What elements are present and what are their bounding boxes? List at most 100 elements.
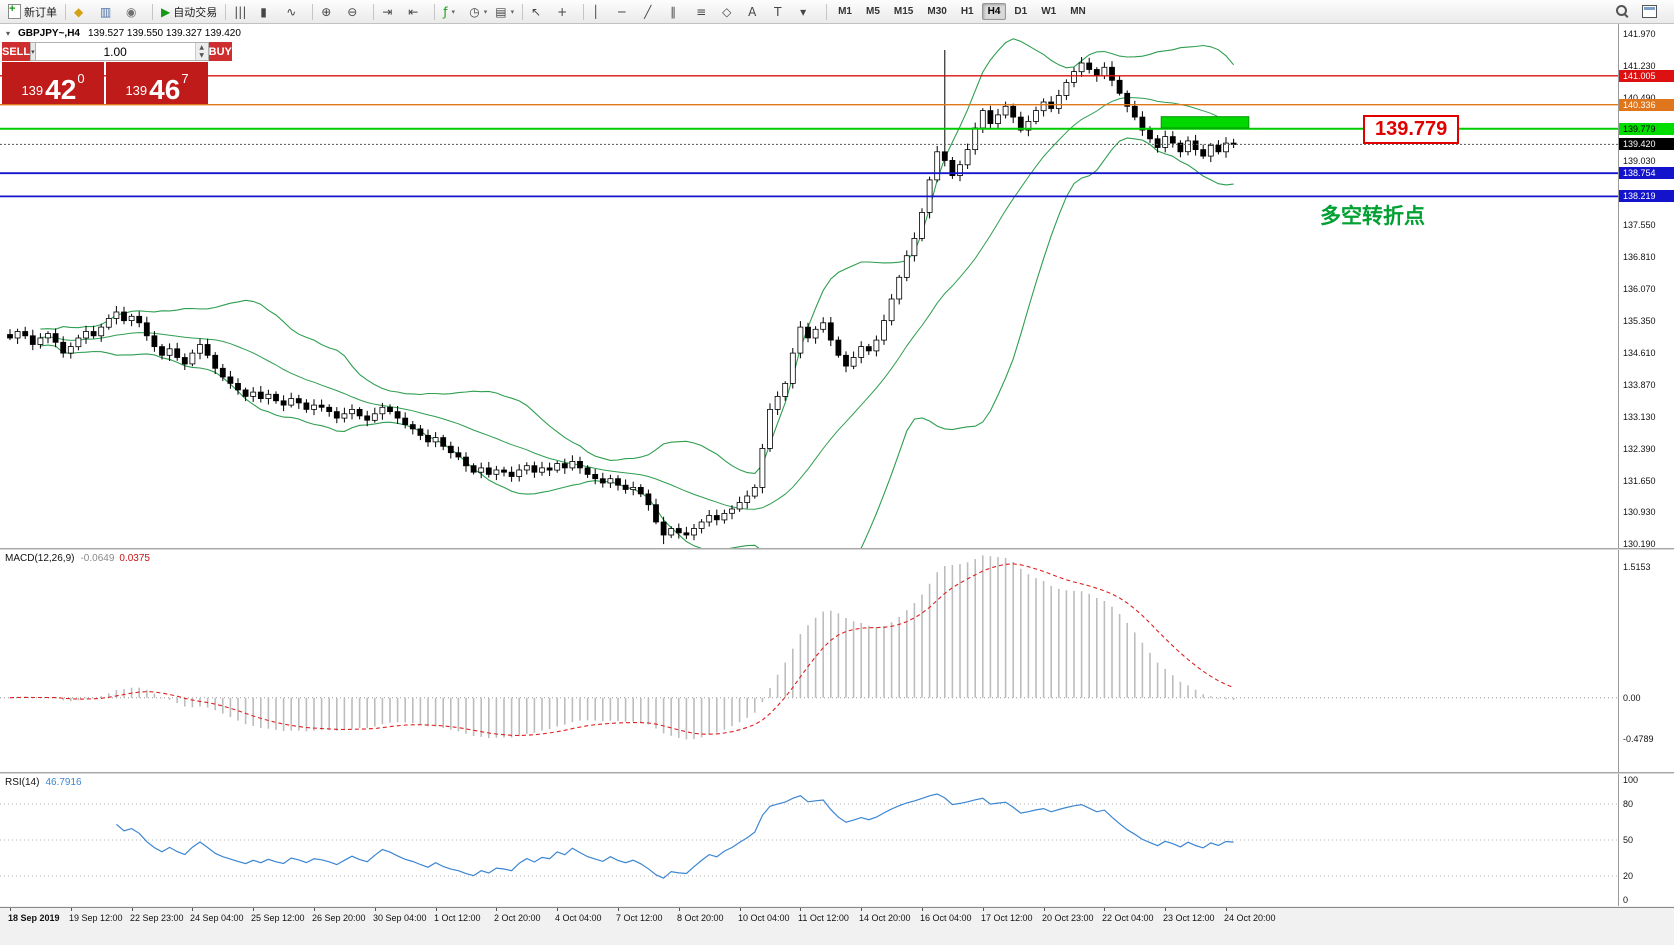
timeframe-m5[interactable]: M5 [866, 6, 880, 17]
zoom-in-icon[interactable]: ⊕ [317, 1, 343, 23]
timeframe-d1[interactable]: D1 [1014, 6, 1028, 17]
toolbar-separator [522, 3, 524, 20]
timeframe-m30[interactable]: M30 [927, 6, 947, 17]
sell-price-sup: 0 [77, 71, 85, 86]
macd-axis[interactable]: 1.5153 0.00 -0.4789 [1618, 550, 1674, 772]
toolbar-separator [826, 3, 828, 20]
zoom-out-icon[interactable]: ⊖ [343, 1, 369, 23]
candlestick-chart-icon[interactable]: ▮ [256, 1, 282, 23]
volume-field: ▲ ▼ [35, 42, 209, 61]
time-tick [192, 908, 193, 911]
zoom-out-icon: ⊖ [347, 4, 358, 19]
market-watch-icon[interactable]: ◆ [70, 1, 96, 23]
sell-price-prefix: 139 [21, 83, 44, 98]
main-chart-canvas[interactable] [0, 24, 1618, 548]
time-label: 25 Sep 12:00 [251, 913, 305, 923]
macd-canvas[interactable] [0, 550, 1618, 772]
volume-input[interactable] [35, 43, 195, 60]
periods-icon[interactable]: ◷ ▾ [465, 1, 491, 23]
timeframe-m1[interactable]: M1 [838, 6, 852, 17]
timeframe-m15[interactable]: M15 [893, 6, 914, 17]
sell-price-button[interactable]: 139 42 0 [2, 62, 104, 104]
volume-increase-icon[interactable]: ▲ [195, 43, 208, 52]
macd-axis-label: -0.4789 [1623, 734, 1654, 744]
shapes-icon[interactable]: ◇ [718, 1, 744, 23]
buy-price-button[interactable]: 139 46 7 [106, 62, 208, 104]
time-tick [253, 908, 254, 911]
indicators-icon[interactable]: ƒ ▾ [439, 1, 465, 23]
price-tick-label: 136.810 [1623, 252, 1656, 262]
label-icon[interactable]: T [770, 1, 796, 23]
time-label: 1 Oct 12:00 [434, 913, 481, 923]
price-tick-label: 136.070 [1623, 284, 1656, 294]
panel-splitter[interactable] [0, 772, 1674, 774]
rsi-line [116, 793, 1234, 879]
new-window-icon[interactable] [1638, 1, 1664, 23]
price-tick-label: 140.490 [1623, 93, 1656, 103]
new-window-icon [1642, 5, 1657, 18]
autotrading-button[interactable]: ▶ 自动交易 [157, 1, 221, 23]
autoscroll-icon: ⇥ [382, 4, 393, 19]
data-window-icon[interactable]: ▥ [96, 1, 122, 23]
price-tick-label: 141.970 [1623, 29, 1656, 39]
price-alert-label[interactable]: 139.779 [1363, 115, 1460, 144]
crosshair-icon[interactable]: + [553, 1, 579, 23]
time-label: 30 Sep 04:00 [373, 913, 427, 923]
price-axis[interactable]: 141.970 141.230 140.490 139.030 137.550 136.8… [1618, 24, 1674, 549]
templates-icon[interactable]: ▤ ▾ [491, 1, 518, 23]
rsi-label: RSI(14) 46.7916 [5, 777, 82, 788]
time-label: 24 Oct 20:00 [1224, 913, 1276, 923]
arrows-icon[interactable]: ▾ [796, 1, 822, 23]
bar-chart-icon[interactable]: ||| [230, 1, 256, 23]
volume-decrease-icon[interactable]: ▼ [195, 51, 208, 60]
highlight-box[interactable] [1160, 116, 1250, 129]
one-click-trade-panel: SELL ▾ ▲ ▼ BUY 139 42 0 139 46 7 [2, 42, 232, 104]
navigator-icon[interactable]: ◉ [122, 1, 148, 23]
chart-shift-icon[interactable]: ⇤ [404, 1, 430, 23]
new-order-button[interactable]: 新订单 [4, 1, 61, 23]
volume-dropdown-caret[interactable]: ▾ [30, 42, 36, 61]
time-axis[interactable]: 18 Sep 2019 19 Sep 12:00 22 Sep 23:00 24 Se… [0, 907, 1674, 945]
timeframe-h4[interactable]: H4 [981, 3, 1007, 20]
vertical-line-icon[interactable]: │ [588, 1, 614, 23]
rsi-panel: RSI(14) 46.7916 100 80 50 20 0 [0, 774, 1674, 906]
channel-icon[interactable]: ∥ [666, 1, 692, 23]
trendline-icon[interactable]: ╱ [640, 1, 666, 23]
toolbar-separator [225, 3, 227, 20]
search-icon[interactable] [1612, 1, 1638, 23]
time-tick [740, 908, 741, 911]
macd-signal-line [9, 563, 1234, 737]
text-icon[interactable]: A [744, 1, 770, 23]
time-label: 10 Oct 04:00 [738, 913, 790, 923]
buy-button[interactable]: BUY [208, 42, 232, 61]
timeframe-h1[interactable]: H1 [960, 6, 974, 17]
time-tick [679, 908, 680, 911]
rsi-axis[interactable]: 100 80 50 20 0 [1618, 774, 1674, 906]
panel-splitter[interactable] [0, 548, 1674, 550]
timeframe-mn[interactable]: MN [1070, 6, 1086, 17]
price-badge: 138.219 [1619, 190, 1674, 202]
time-label: 8 Oct 20:00 [677, 913, 724, 923]
rsi-axis-label: 0 [1623, 895, 1629, 905]
navigator-icon: ◉ [126, 4, 137, 19]
sell-button[interactable]: SELL [2, 42, 31, 61]
templates-icon: ▤ [495, 4, 507, 19]
macd-label: MACD(12,26,9) -0.0649 0.0375 [5, 553, 150, 564]
autoscroll-icon[interactable]: ⇥ [378, 1, 404, 23]
macd-histogram [9, 555, 1235, 740]
cursor-icon[interactable]: ↖ [527, 1, 553, 23]
horizontal-line-icon[interactable]: ─ [614, 1, 640, 23]
bollinger-lower-band [40, 137, 1234, 548]
buy-price-prefix: 139 [125, 83, 148, 98]
collapse-panel-icon[interactable]: ▾ [6, 29, 11, 38]
time-label: 22 Sep 23:00 [130, 913, 184, 923]
bollinger-middle-band [40, 96, 1234, 510]
toolbar-separator [65, 3, 66, 20]
trendline-icon: ╱ [644, 4, 652, 19]
rsi-canvas[interactable] [0, 774, 1618, 906]
fibonacci-icon[interactable]: ≡ [692, 1, 718, 23]
line-chart-icon[interactable]: ∿ [282, 1, 308, 23]
price-tick-label: 135.350 [1623, 316, 1656, 326]
main-chart-panel: ▾ GBPJPY~,H4 139.527 139.550 139.327 139… [0, 24, 1674, 549]
timeframe-w1[interactable]: W1 [1041, 6, 1057, 17]
